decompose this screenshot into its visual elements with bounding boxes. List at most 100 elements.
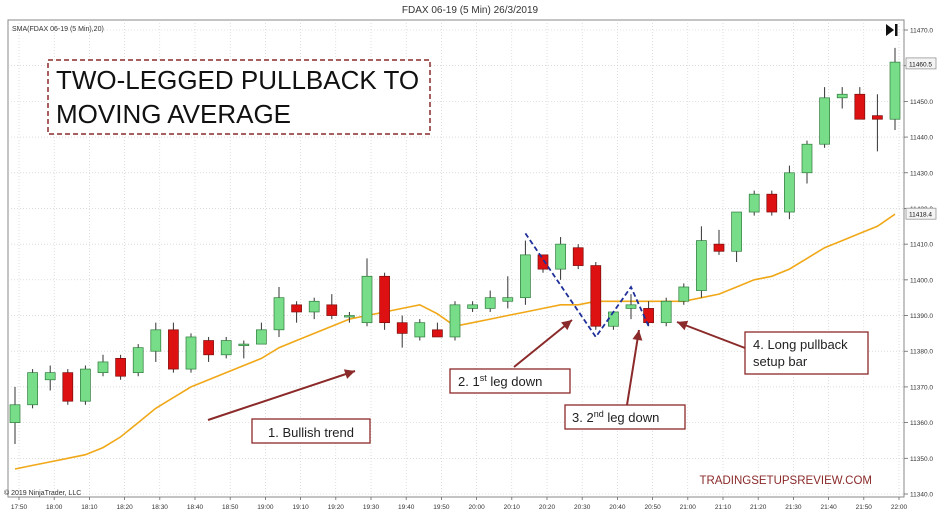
y-tick-label: 11470.0 — [910, 28, 933, 35]
candle-body — [502, 297, 514, 302]
x-tick-label: 18:40 — [187, 504, 204, 511]
x-tick-label: 18:10 — [81, 504, 98, 511]
candle-body — [9, 404, 21, 423]
candle-body — [27, 372, 38, 406]
annotation-box-1 — [251, 418, 371, 444]
y-tick-label: 11430.0 — [910, 170, 933, 177]
arrow-second-leg — [626, 329, 640, 406]
headline-line-2: MOVING AVERAGE — [56, 99, 291, 129]
candle-body — [484, 297, 496, 309]
candle-body — [819, 97, 830, 145]
candle-body — [590, 265, 602, 327]
x-tick-label: 20:20 — [539, 504, 556, 511]
price-marker-box — [905, 207, 937, 220]
x-tick-label: 19:00 — [257, 504, 274, 511]
candle-body — [713, 243, 725, 252]
y-tick-label: 11450.0 — [910, 99, 933, 106]
annotation-1: 1. Bullish trend — [268, 425, 354, 440]
candle-body — [537, 254, 549, 270]
y-tick-label: 11400.0 — [910, 277, 933, 284]
candle-body — [625, 304, 637, 309]
x-tick-label: 20:30 — [574, 504, 591, 511]
x-tick-label: 21:10 — [715, 504, 732, 511]
candle-body — [696, 240, 707, 291]
candle-body — [748, 193, 760, 213]
annotation-3-prefix: 3. 2 — [572, 410, 594, 425]
annotation-box-2 — [449, 368, 571, 394]
price-marker-label: 11418.4 — [909, 212, 932, 219]
annotation-box-4 — [744, 331, 869, 375]
annotation-2-sup: st — [480, 373, 488, 383]
arrow-bullish-trend — [207, 370, 356, 421]
chart-title: FDAX 06-19 (5 Min) 26/3/2019 — [402, 5, 539, 16]
x-tick-label: 20:10 — [504, 504, 521, 511]
candle-body — [572, 247, 584, 266]
candle-body — [608, 311, 619, 327]
y-tick-label: 11350.0 — [910, 456, 933, 463]
x-tick-label: 18:30 — [152, 504, 169, 511]
candle-body — [220, 340, 232, 356]
x-axis: 17:50 18:00 18:10 18:20 18:30 18:40 18:50 19:00… — [11, 497, 908, 511]
annotation-3: 3. 2nd leg down — [572, 409, 659, 425]
candle-body — [132, 347, 144, 373]
plot-frame — [7, 19, 905, 498]
candle-body — [467, 304, 478, 309]
copyright: © 2019 NinjaTrader, LLC — [4, 489, 81, 497]
y-tick-label: 11440.0 — [910, 135, 933, 142]
candle-body — [449, 304, 461, 338]
candle-body — [379, 275, 390, 324]
candle-body — [273, 297, 285, 331]
annotation-4-line-2: setup bar — [753, 354, 808, 369]
price-marker-box — [905, 57, 937, 70]
annotation-box-3 — [564, 404, 686, 430]
annotation-4-line-1: 4. Long pullback — [753, 337, 848, 352]
x-tick-label: 20:00 — [468, 504, 485, 511]
candle-body — [203, 340, 214, 356]
x-tick-label: 18:20 — [116, 504, 133, 511]
candle-body — [854, 93, 866, 120]
x-tick-label: 19:40 — [398, 504, 415, 511]
annotations — [207, 319, 746, 421]
annotation-3-suffix: leg down — [604, 410, 660, 425]
arrow-second-leg-head — [632, 330, 643, 341]
x-tick-label: 21:20 — [750, 504, 767, 511]
arrow-bullish-trend-head — [343, 369, 355, 379]
x-tick-label: 19:50 — [433, 504, 450, 511]
candle-body — [520, 254, 531, 299]
candle-body — [731, 211, 742, 252]
y-tick-label: 11360.0 — [910, 420, 933, 427]
candle-body — [168, 329, 179, 370]
candle-body — [889, 61, 901, 120]
x-tick-label: 21:40 — [820, 504, 837, 511]
x-tick-label: 20:40 — [609, 504, 626, 511]
candles — [9, 47, 901, 445]
candle-body — [62, 372, 74, 402]
candle-body — [836, 93, 848, 99]
price-marker-label: 11460.5 — [909, 61, 932, 68]
x-tick-label: 21:00 — [680, 504, 697, 511]
candle-body — [308, 300, 320, 313]
arrow-first-leg — [513, 319, 573, 368]
candle-body — [185, 336, 197, 370]
annotation-2-suffix: leg down — [487, 374, 543, 389]
candle-body — [361, 275, 373, 324]
arrow-setup-bar-head — [677, 320, 689, 331]
candle-body — [660, 300, 672, 324]
x-tick-label: 20:50 — [644, 504, 661, 511]
x-tick-label: 19:30 — [363, 504, 380, 511]
x-tick-label: 21:50 — [856, 504, 873, 511]
x-tick-label: 19:20 — [328, 504, 345, 511]
skip-to-end-icon[interactable] — [886, 24, 898, 36]
y-tick-label: 11410.0 — [910, 242, 933, 249]
candle-body — [80, 368, 91, 402]
x-tick-label: 18:50 — [222, 504, 239, 511]
candle-body — [238, 343, 250, 346]
indicator-label: SMA(FDAX 06-19 (5 Min),20) — [12, 26, 104, 33]
candle-body — [766, 193, 778, 213]
candle-body — [44, 372, 56, 381]
annotation-2: 2. 1st leg down — [458, 373, 542, 389]
y-tick-label: 11340.0 — [910, 492, 933, 499]
annotation-3-sup: nd — [594, 409, 604, 419]
candle-body — [291, 304, 302, 313]
